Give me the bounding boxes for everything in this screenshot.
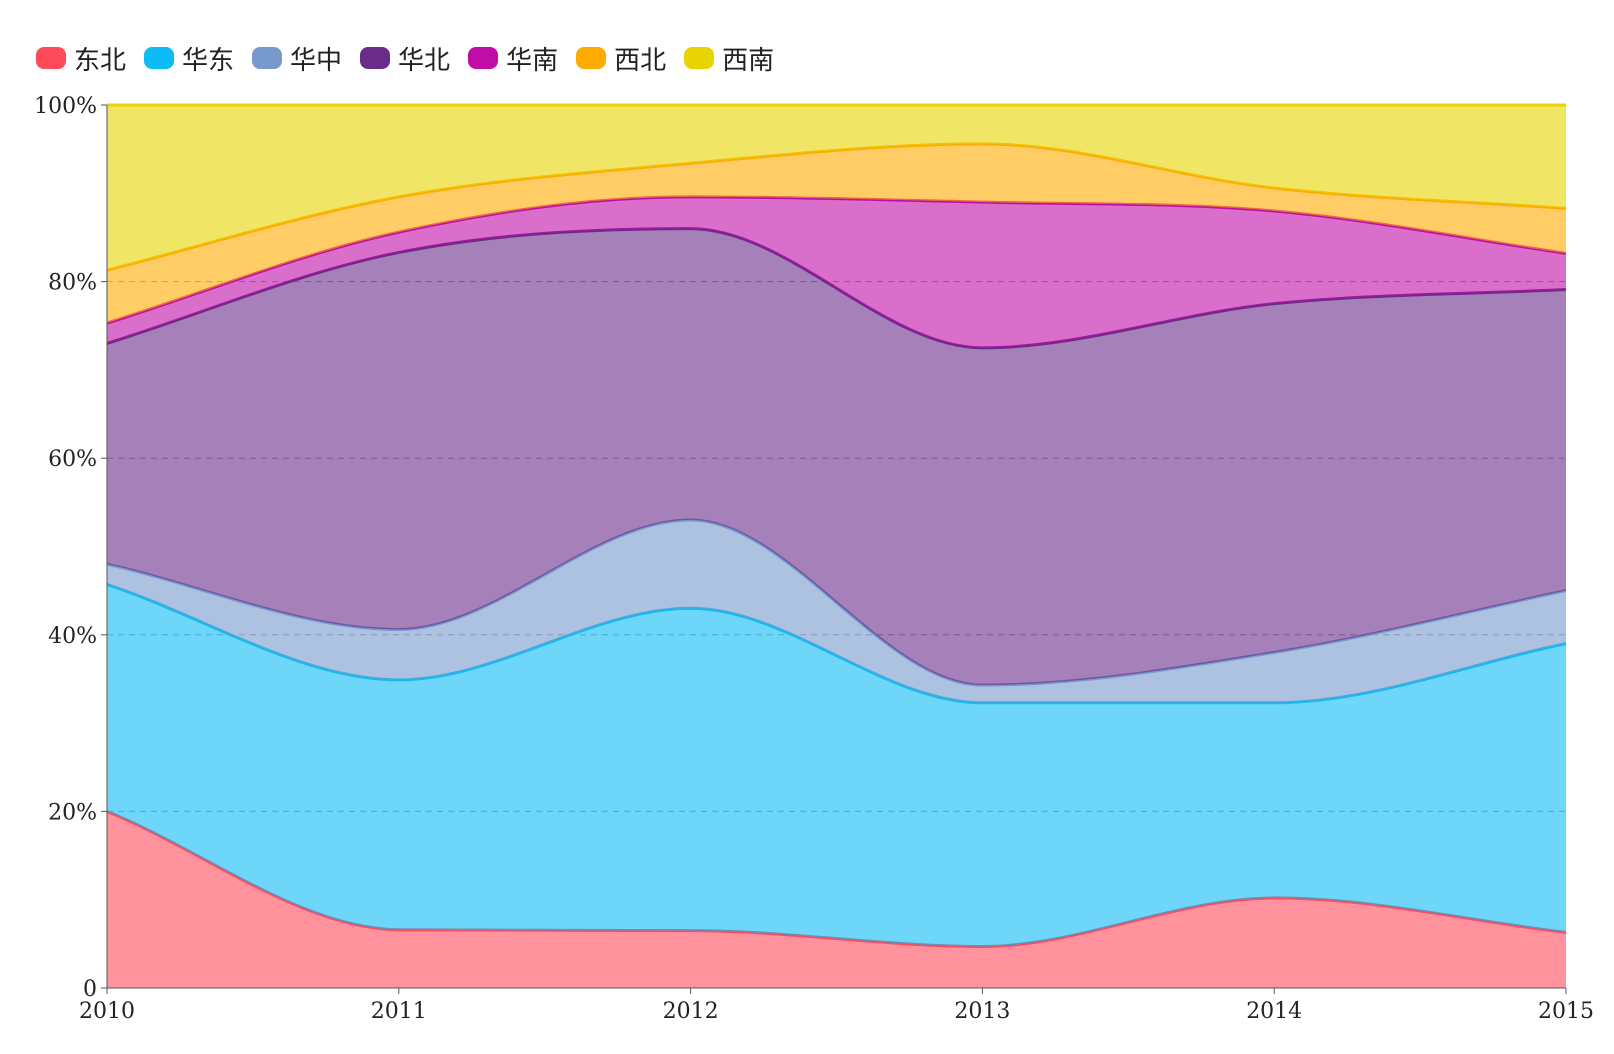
y-tick-label: 100% xyxy=(34,94,97,119)
legend-label: 西北 xyxy=(614,45,667,76)
legend: 东北 华东 华中 华北 华南 西北 西南 xyxy=(36,40,792,76)
legend-item[interactable]: 华南 xyxy=(468,40,558,77)
area-5[interactable] xyxy=(107,143,1566,324)
area-0[interactable] xyxy=(107,811,1566,988)
area-series xyxy=(106,103,1567,988)
legend-swatch xyxy=(468,47,499,69)
legend-label: 华东 xyxy=(182,45,235,76)
legend-label: 西南 xyxy=(722,45,775,76)
y-tick-label: 40% xyxy=(48,624,97,649)
x-tick-label: 2013 xyxy=(954,999,1010,1024)
legend-swatch xyxy=(576,47,607,69)
y-tick-label: 60% xyxy=(48,447,97,472)
x-tick-label: 2014 xyxy=(1246,999,1302,1024)
legend-item[interactable]: 西北 xyxy=(576,40,666,77)
legend-item[interactable]: 西南 xyxy=(684,40,774,77)
legend-label: 东北 xyxy=(74,45,127,76)
legend-swatch xyxy=(684,47,715,69)
area-6[interactable] xyxy=(107,105,1566,271)
legend-label: 华北 xyxy=(398,45,451,76)
legend-swatch xyxy=(144,47,175,69)
legend-item[interactable]: 华中 xyxy=(252,40,342,77)
legend-swatch xyxy=(36,47,66,69)
y-tick-label: 80% xyxy=(48,271,97,296)
area-3[interactable] xyxy=(107,228,1566,686)
y-tick-label: 20% xyxy=(48,800,97,825)
x-tick-label: 2010 xyxy=(79,999,135,1024)
legend-swatch xyxy=(360,47,391,69)
legend-item[interactable]: 华北 xyxy=(360,40,450,77)
x-tick-label: 2015 xyxy=(1538,999,1594,1024)
area-1[interactable] xyxy=(107,584,1566,947)
y-tick-label: 0 xyxy=(83,977,97,1002)
legend-item[interactable]: 东北 xyxy=(36,40,126,77)
x-tick-label: 2012 xyxy=(663,999,719,1024)
legend-label: 华南 xyxy=(506,45,559,76)
legend-swatch xyxy=(252,47,283,69)
axes: 0 20% 40% 60% 80% 100% 2010 2011 2012 2013 2014 201… xyxy=(34,94,1594,1024)
area-4[interactable] xyxy=(107,196,1566,348)
legend-label: 华中 xyxy=(290,45,343,76)
area-2[interactable] xyxy=(107,520,1566,703)
x-tick-label: 2011 xyxy=(371,999,427,1024)
legend-item[interactable]: 华东 xyxy=(144,40,234,77)
area-line-4 xyxy=(106,195,1567,325)
